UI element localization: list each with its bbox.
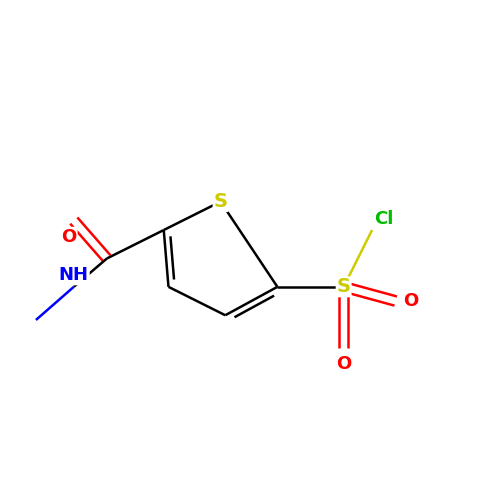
Text: Cl: Cl — [375, 210, 394, 228]
Text: S: S — [337, 277, 351, 297]
Text: O: O — [403, 292, 418, 310]
Text: O: O — [336, 355, 351, 374]
Text: S: S — [214, 192, 228, 211]
Text: O: O — [61, 228, 77, 246]
Text: NH: NH — [59, 266, 89, 285]
